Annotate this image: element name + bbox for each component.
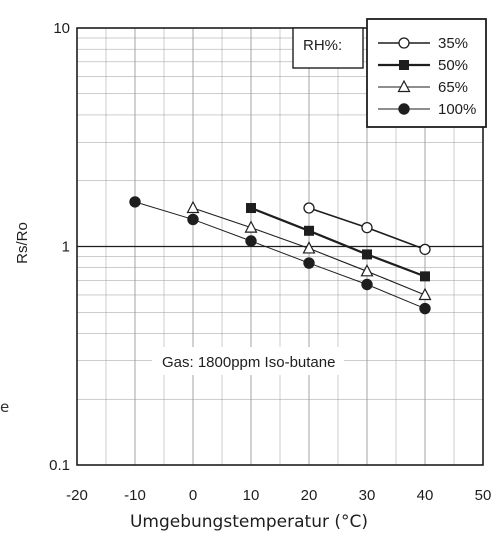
x-tick-label: 30 bbox=[359, 487, 376, 504]
legend-entry-label: 65% bbox=[438, 79, 468, 96]
data-point-marker bbox=[186, 200, 200, 214]
data-point-marker bbox=[420, 271, 430, 282]
legend: RH%: 35% 50% 65% 100% bbox=[292, 18, 487, 128]
x-tick-label: 50 bbox=[475, 487, 492, 504]
series-35-pct bbox=[303, 202, 431, 256]
legend-entry: 35% bbox=[378, 35, 468, 52]
annotation-text: Gas: 1800ppm Iso-butane bbox=[162, 354, 335, 371]
legend-entries: 35% 50% 65% 100% bbox=[378, 35, 476, 118]
y-tick-label: 10 bbox=[53, 20, 70, 37]
legend-entry: 50% bbox=[378, 57, 468, 74]
legend-title-box bbox=[292, 27, 364, 69]
series-line bbox=[250, 207, 426, 278]
data-point-marker bbox=[398, 37, 410, 49]
data-point-marker bbox=[303, 257, 315, 269]
data-point-marker bbox=[399, 60, 409, 70]
x-tick-labels: -20 -10 0 10 20 30 40 50 bbox=[66, 487, 491, 504]
x-tick-label: 10 bbox=[243, 487, 260, 504]
data-point-marker bbox=[397, 79, 411, 93]
legend-title: RH%: bbox=[303, 37, 342, 54]
series-65-pct bbox=[186, 200, 432, 301]
series-layer bbox=[129, 196, 432, 315]
y-tick-label: 0.1 bbox=[49, 457, 70, 474]
data-point-marker bbox=[304, 225, 314, 236]
data-point-marker bbox=[361, 278, 373, 291]
x-tick-label: 20 bbox=[301, 487, 318, 504]
data-point-marker bbox=[398, 103, 410, 115]
data-point-marker bbox=[129, 196, 141, 208]
annotation-layer: Gas: 1800ppm Iso-butane bbox=[152, 347, 344, 375]
data-point-marker bbox=[302, 241, 316, 254]
annotation-box bbox=[152, 347, 344, 375]
data-point-marker bbox=[244, 220, 258, 233]
data-point-marker bbox=[418, 287, 432, 301]
legend-entry-label: 50% bbox=[438, 57, 468, 74]
data-point-marker bbox=[362, 249, 372, 260]
y-tick-labels: 0.1 1 10 bbox=[49, 20, 70, 474]
data-point-marker bbox=[303, 202, 315, 214]
legend-entry: 100% bbox=[378, 101, 476, 118]
data-point-marker bbox=[419, 302, 431, 315]
data-point-marker bbox=[187, 213, 199, 226]
series-50-pct bbox=[246, 203, 430, 282]
x-tick-label: 40 bbox=[417, 487, 434, 504]
plot-frame bbox=[76, 27, 484, 466]
data-point-marker bbox=[360, 264, 374, 277]
x-tick-label: 0 bbox=[189, 487, 197, 504]
legend-entry-label: 35% bbox=[438, 35, 468, 52]
legend-entry-label: 100% bbox=[438, 101, 476, 118]
data-point-marker bbox=[419, 243, 431, 256]
data-point-marker bbox=[361, 221, 373, 234]
data-point-marker bbox=[245, 235, 257, 247]
series-line bbox=[134, 201, 426, 310]
x-tick-label: -20 bbox=[66, 487, 88, 504]
y-tick-label: 1 bbox=[62, 239, 70, 256]
y-axis-label: Rs/Ro bbox=[14, 222, 31, 264]
series-100-pct bbox=[129, 196, 431, 315]
x-axis-label: Umgebungstemperatur (°C) bbox=[129, 512, 369, 532]
x-tick-label: -10 bbox=[124, 487, 146, 504]
legend-entry: 65% bbox=[378, 79, 468, 96]
data-point-marker bbox=[246, 203, 256, 214]
margin-fragment-text: e bbox=[0, 398, 10, 416]
